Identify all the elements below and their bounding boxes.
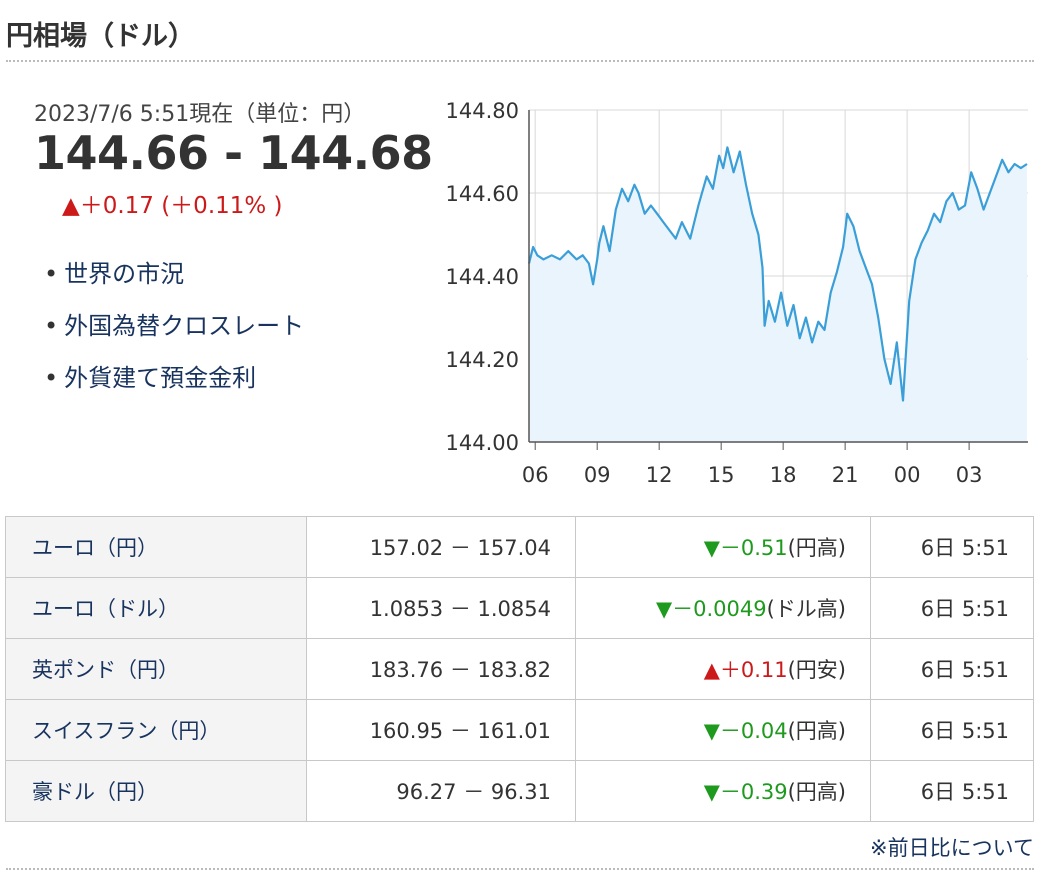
rate-value: 1.0853 － 1.0854 xyxy=(306,577,576,639)
x-tick-label: 21 xyxy=(832,463,859,487)
related-links: • 世界の市況 • 外国為替クロスレート • 外貨建て預金金利 xyxy=(44,256,304,412)
update-time: 6日 5:51 xyxy=(870,760,1034,822)
change-direction: (円高) xyxy=(787,719,846,743)
rate-change-cell: ▼－0.0049(ドル高) xyxy=(575,577,871,639)
usd-jpy-rate: 144.66 - 144.68 xyxy=(34,126,433,180)
change-direction: (円高) xyxy=(787,536,846,560)
rate-change-cell: ▼－0.04(円高) xyxy=(575,699,871,761)
bullet-icon: • xyxy=(44,312,59,340)
series-line xyxy=(527,146,1028,402)
table-row: スイスフラン（円） 160.95 － 161.01 ▼－0.04(円高) 6日 5:5… xyxy=(5,699,1034,761)
bullet-icon: • xyxy=(44,364,59,392)
table-row: ユーロ（円） 157.02 － 157.04 ▼－0.51(円高) 6日 5:51 xyxy=(5,516,1034,578)
update-time: 6日 5:51 xyxy=(870,516,1034,578)
change-value: ▼－0.0049 xyxy=(655,597,767,621)
link-label[interactable]: 外国為替クロスレート xyxy=(64,312,305,340)
rate-change-cell: ▼－0.39(円高) xyxy=(575,760,871,822)
change-value: ▲＋0.11 xyxy=(703,658,788,682)
x-tick-label: 15 xyxy=(708,463,735,487)
rate-timestamp: 2023/7/6 5:51現在（単位：円） xyxy=(34,102,366,127)
y-tick-label: 144.80 xyxy=(446,99,519,123)
y-tick-label: 144.40 xyxy=(446,265,519,289)
change-direction: (ドル高) xyxy=(766,597,846,621)
rate-value: 183.76 － 183.82 xyxy=(306,638,576,700)
link-cross-rates[interactable]: • 外国為替クロスレート xyxy=(44,308,304,360)
y-tick-label: 144.60 xyxy=(446,182,519,206)
x-tick-label: 00 xyxy=(894,463,921,487)
update-time: 6日 5:51 xyxy=(870,577,1034,639)
link-world-markets[interactable]: • 世界の市況 xyxy=(44,256,304,308)
rate-change-cell: ▼－0.51(円高) xyxy=(575,516,871,578)
rate-value: 160.95 － 161.01 xyxy=(306,699,576,761)
change-note-link[interactable]: ※前日比について xyxy=(870,836,1034,860)
rate-value: 157.02 － 157.04 xyxy=(306,516,576,578)
link-label[interactable]: 世界の市況 xyxy=(64,260,185,288)
currency-pair-link[interactable]: ユーロ（円） xyxy=(5,516,307,578)
page-title: 円相場（ドル） xyxy=(6,21,195,52)
y-tick-label: 144.00 xyxy=(446,431,519,455)
change-direction: (円安) xyxy=(787,658,846,682)
x-tick-label: 18 xyxy=(770,463,797,487)
rate-change-cell: ▲＋0.11(円安) xyxy=(575,638,871,700)
bullet-icon: • xyxy=(44,260,59,288)
change-value: ▼－0.51 xyxy=(703,536,788,560)
update-time: 6日 5:51 xyxy=(870,638,1034,700)
currency-pair-link[interactable]: ユーロ（ドル） xyxy=(5,577,307,639)
currency-pair-link[interactable]: スイスフラン（円） xyxy=(5,699,307,761)
cross-rate-table: ユーロ（円） 157.02 － 157.04 ▼－0.51(円高) 6日 5:51 ユー… xyxy=(5,516,1034,822)
table-row: ユーロ（ドル） 1.0853 － 1.0854 ▼－0.0049(ドル高) 6日 5:… xyxy=(5,577,1034,639)
link-label[interactable]: 外貨建て預金金利 xyxy=(64,364,257,392)
link-deposit-rates[interactable]: • 外貨建て預金金利 xyxy=(44,360,304,412)
x-tick-label: 06 xyxy=(522,463,549,487)
change-value: ▼－0.04 xyxy=(703,719,788,743)
series-area xyxy=(529,147,1027,442)
update-time: 6日 5:51 xyxy=(870,699,1034,761)
x-tick-label: 03 xyxy=(956,463,983,487)
currency-pair-link[interactable]: 豪ドル（円） xyxy=(5,760,307,822)
currency-pair-link[interactable]: 英ポンド（円） xyxy=(5,638,307,700)
table-row: 英ポンド（円） 183.76 － 183.82 ▲＋0.11(円安) 6日 5:51 xyxy=(5,638,1034,700)
bottom-divider xyxy=(6,868,1034,870)
change-direction: (円高) xyxy=(787,780,846,804)
x-tick-label: 09 xyxy=(584,463,611,487)
rate-value: 96.27 － 96.31 xyxy=(306,760,576,822)
change-value: ▼－0.39 xyxy=(703,780,788,804)
x-tick-label: 12 xyxy=(646,463,673,487)
table-row: 豪ドル（円） 96.27 － 96.31 ▼－0.39(円高) 6日 5:51 xyxy=(5,760,1034,822)
title-divider xyxy=(6,60,1034,62)
rate-change: ▲＋0.17 (＋0.11% ) xyxy=(62,193,283,219)
y-tick-label: 144.20 xyxy=(446,348,519,372)
